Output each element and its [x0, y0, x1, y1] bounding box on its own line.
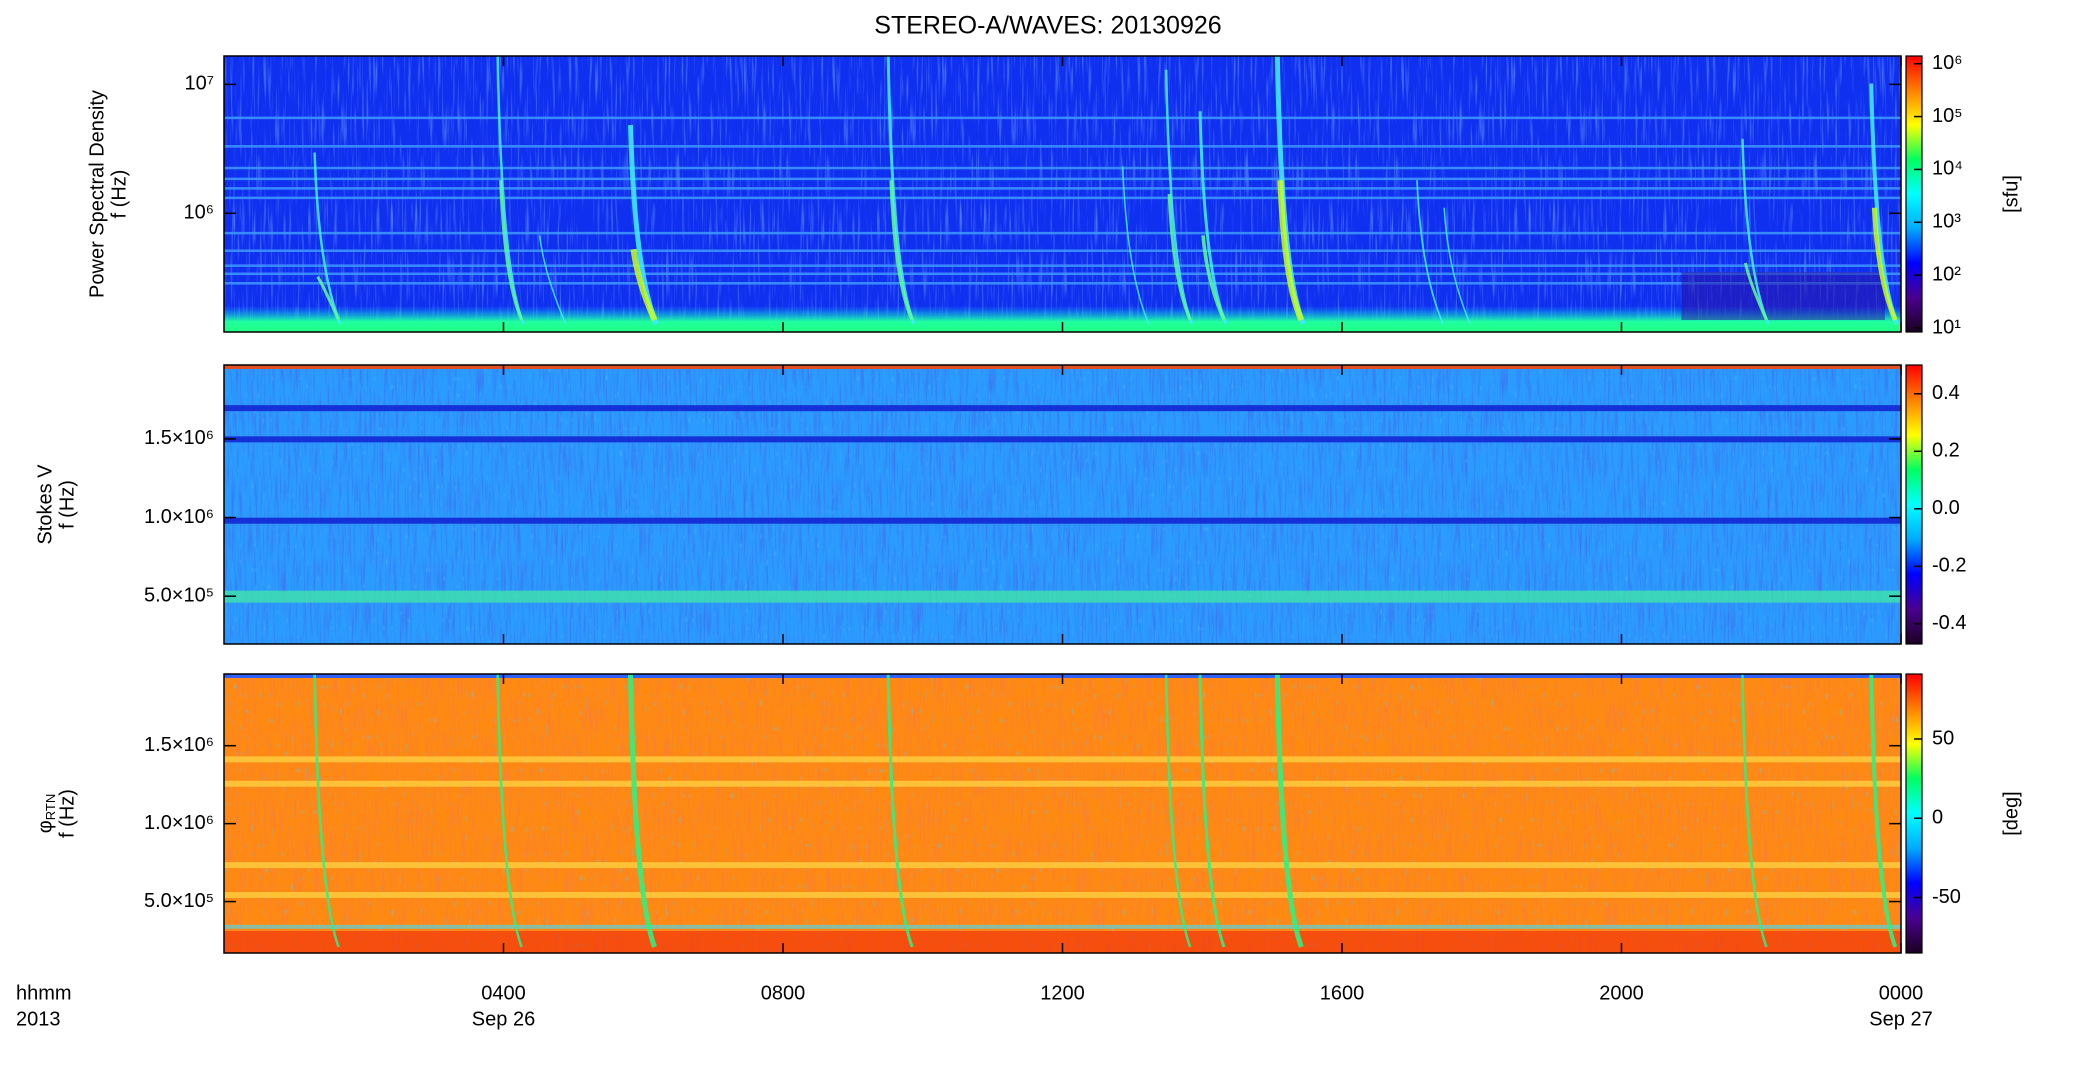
interference-line: [224, 249, 1901, 253]
colorbar-tick-label: 0.2: [1932, 440, 1960, 462]
colorbar-tick-label: 10¹: [1932, 316, 1961, 338]
burst: [1416, 180, 1444, 325]
burst: [886, 673, 914, 948]
colorbar-tick-label: -50: [1932, 886, 1961, 908]
burst: [1741, 673, 1768, 948]
interference-line: [224, 187, 1901, 190]
burst-core: [1743, 262, 1768, 321]
band: [224, 862, 1901, 869]
colorbar: [1905, 673, 1923, 954]
band: [224, 931, 1901, 953]
interference-line: [224, 264, 1901, 267]
burst: [1443, 207, 1471, 325]
burst-core: [630, 248, 658, 322]
band: [224, 405, 1901, 412]
y-axis-label: Stokes V: [34, 464, 56, 545]
burst-core: [1167, 193, 1192, 321]
colorbar-tick-label: 10²: [1932, 263, 1961, 285]
x-tick-label: 1600: [1320, 982, 1365, 1004]
burst: [313, 673, 340, 948]
interference-line: [224, 272, 1901, 276]
colorbar-tick-label: -0.4: [1932, 612, 1966, 634]
y-axis-label: Power Spectral Density: [86, 90, 108, 298]
spectrogram-texture: [224, 56, 1901, 332]
interference-line: [224, 231, 1901, 235]
x-tick-label: 0400: [481, 982, 526, 1004]
x-tick-label: 2000: [1599, 982, 1644, 1004]
band: [224, 924, 1901, 929]
x-tick-label: 1200: [1040, 982, 1085, 1004]
chart-title: STEREO-A/WAVES: 20130926: [874, 12, 1221, 40]
y-axis-label: φRTN: [34, 794, 58, 833]
y-tick-label: 1.5×10⁶: [144, 427, 214, 449]
y-axis-label: f (Hz): [56, 480, 78, 529]
colorbar: [1905, 55, 1923, 333]
interference-line: [224, 196, 1901, 200]
colorbar-tick-label: 0.4: [1932, 382, 1960, 404]
burst: [1274, 673, 1304, 948]
y-tick-label: 1.5×10⁶: [144, 734, 214, 756]
interference-line: [224, 116, 1901, 120]
colorbar-tick-label: 10³: [1932, 211, 1961, 233]
y-tick-label: 10⁷: [185, 73, 214, 95]
colorbar-label: [sfu]: [2000, 175, 2022, 213]
y-tick-label: 5.0×10⁵: [144, 890, 214, 912]
colorbar-tick-label: -0.2: [1932, 555, 1966, 577]
colorbar: [1905, 364, 1923, 645]
interference-line: [224, 177, 1901, 181]
y-tick-label: 1.0×10⁶: [144, 812, 214, 834]
burst: [496, 673, 523, 948]
y-axis-label: f (Hz): [108, 170, 130, 219]
x-tick-label: 0800: [761, 982, 806, 1004]
band: [224, 590, 1901, 603]
x-axis-label: 2013: [16, 1008, 61, 1030]
x-date-label: Sep 26: [472, 1008, 535, 1030]
colorbar-label: [deg]: [2000, 791, 2022, 835]
x-axis-label: hhmm: [16, 982, 72, 1004]
colorbar-tick-label: 0: [1932, 807, 1943, 829]
y-tick-label: 5.0×10⁵: [144, 584, 214, 606]
burst-core: [1871, 207, 1898, 321]
burst-core: [1277, 180, 1305, 322]
band: [224, 780, 1901, 787]
colorbar-tick-label: 50: [1932, 727, 1954, 749]
y-tick-label: 10⁶: [184, 202, 214, 224]
burst-core: [499, 180, 524, 321]
colorbar-tick-label: 0.0: [1932, 497, 1960, 519]
colorbar-tick-label: 10⁶: [1932, 52, 1962, 74]
colorbar-tick-label: 10⁵: [1932, 105, 1963, 127]
burst: [1198, 673, 1226, 948]
x-tick-label: 0000: [1879, 982, 1924, 1004]
interference-line: [224, 166, 1901, 170]
burst-core: [316, 275, 340, 321]
y-axis-label-subscript: RTN: [43, 794, 58, 820]
band: [224, 756, 1901, 763]
spectrogram-texture: [224, 674, 1901, 953]
burst-core: [889, 180, 914, 321]
interference-line: [224, 145, 1901, 148]
band: [224, 436, 1901, 443]
y-tick-label: 1.0×10⁶: [144, 506, 214, 528]
y-axis-label: f (Hz): [56, 789, 78, 838]
burst: [1869, 673, 1898, 948]
burst-core: [1201, 235, 1226, 321]
band: [224, 517, 1901, 524]
burst: [1122, 166, 1150, 325]
x-date-label: Sep 27: [1869, 1008, 1932, 1030]
burst: [538, 235, 567, 325]
band: [224, 891, 1901, 898]
interference-line: [224, 282, 1901, 285]
quiet-region: [1681, 272, 1885, 320]
burst: [1164, 673, 1192, 948]
colorbar-tick-label: 10⁴: [1932, 158, 1963, 180]
burst: [628, 673, 657, 948]
